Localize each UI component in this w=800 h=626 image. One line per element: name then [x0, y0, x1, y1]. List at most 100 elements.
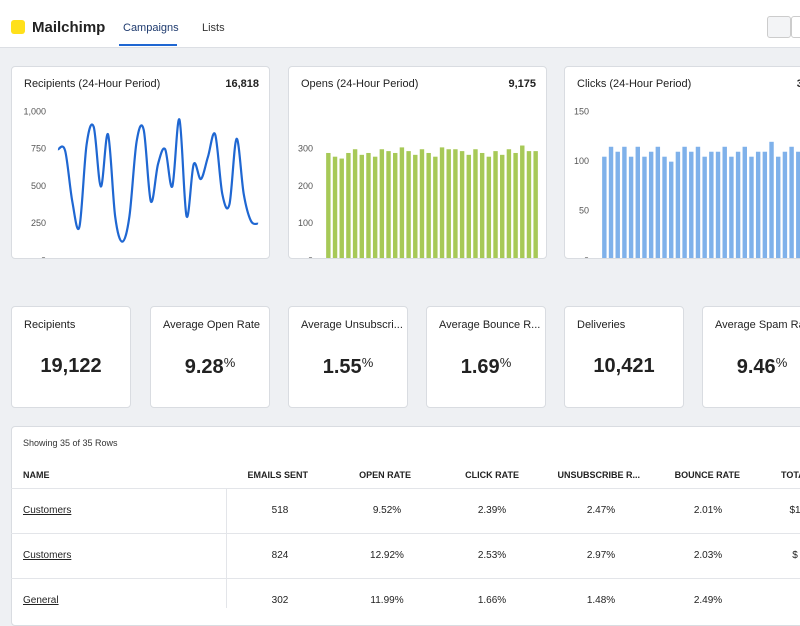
row-divider [11, 488, 800, 489]
bar [419, 149, 425, 258]
chart-card: Opens (24-Hour Period)9,175010020030016 … [288, 66, 547, 259]
bar [366, 152, 371, 258]
y-tick-label: 100 [574, 156, 589, 166]
y-tick-label: 500 [31, 181, 46, 191]
bar [359, 154, 364, 258]
bar [789, 146, 794, 258]
kpi-unit: % [775, 355, 788, 370]
bar [635, 146, 640, 258]
bar [439, 147, 445, 258]
column-header: UNSUBSCRIBE R... [557, 470, 640, 480]
table-card [11, 426, 800, 626]
bar [399, 147, 405, 258]
settings-button[interactable] [767, 16, 791, 38]
kpi-number: 1.69 [460, 356, 500, 378]
bar [702, 156, 707, 258]
column-header: OPEN RATE [359, 470, 411, 480]
kpi-unit: % [499, 355, 512, 370]
chart-total: 3,4 [797, 78, 800, 90]
y-tick-label: 0 [308, 255, 313, 259]
y-tick-label: 0 [584, 255, 589, 259]
bar [755, 151, 761, 258]
kpi-card: Deliveries 10,421 [564, 306, 684, 408]
table-cell: 824 [271, 550, 289, 561]
bar [533, 151, 538, 258]
bar [675, 151, 681, 258]
bar [446, 149, 451, 258]
bar [689, 151, 694, 258]
bar [735, 151, 741, 258]
column-header: CLICK RATE [465, 470, 519, 480]
y-tick-label: 0 [41, 255, 46, 259]
table-cell: 2.47% [586, 505, 616, 516]
bar [379, 149, 385, 258]
chart: Clicks (24-Hour Period)3,405010015016 Ja… [574, 78, 800, 259]
kpi-card: Average Spam Rate 9.46% [702, 306, 800, 408]
y-tick-label: 50 [579, 206, 589, 216]
bar [473, 149, 478, 258]
bar [662, 156, 667, 258]
chart-card: Clicks (24-Hour Period)3,405010015016 Ja… [564, 66, 800, 259]
column-divider [226, 488, 227, 608]
bar [332, 156, 338, 258]
kpi-value: 9.46% [703, 355, 800, 379]
bar [648, 151, 654, 258]
tab-underline [119, 44, 177, 46]
kpi-value: 19,122 [12, 355, 130, 378]
chart: Recipients (24-Hour Period) 16,818 0 250 500… [23, 78, 259, 259]
bar [372, 156, 378, 258]
view-button[interactable] [791, 16, 800, 38]
bar [339, 158, 344, 258]
logo [11, 20, 25, 34]
bar [796, 151, 800, 258]
tab[interactable]: Lists [202, 22, 225, 34]
bar [776, 156, 781, 258]
bar [346, 152, 351, 258]
bar [642, 156, 647, 258]
tab[interactable]: Campaigns [123, 22, 179, 34]
table-cell: 1.66% [477, 595, 507, 606]
row-name-link[interactable]: General [23, 595, 59, 606]
table-cell: 2.97% [586, 550, 616, 561]
bar [413, 154, 418, 258]
bar [715, 151, 721, 258]
top-bar [0, 0, 800, 48]
chart: Opens (24-Hour Period)9,175010020030016 … [298, 78, 538, 259]
bar [520, 145, 525, 258]
bar [352, 149, 358, 258]
bar [406, 151, 411, 258]
chart-title: Clicks (24-Hour Period) [577, 78, 691, 90]
table-cell: $ [792, 550, 798, 561]
bar [486, 156, 492, 258]
chart-total: 9,175 [508, 78, 536, 90]
bar [695, 146, 701, 258]
table-cell: 2.49% [693, 595, 723, 606]
bar [506, 149, 512, 258]
row-name-link[interactable]: Customers [23, 550, 72, 561]
chart-title: Recipients (24-Hour Period) [24, 78, 160, 90]
bar [615, 151, 620, 258]
kpi-value: 1.55% [289, 355, 407, 379]
y-tick-label: 100 [298, 218, 313, 228]
table-cell: 2.03% [693, 550, 723, 561]
bar [622, 146, 627, 258]
kpi-unit: % [223, 355, 236, 370]
bar [729, 156, 734, 258]
chart-card: Recipients (24-Hour Period) 16,818 0 250 500… [11, 66, 270, 259]
bar [722, 146, 727, 258]
line [57, 118, 259, 243]
bar [602, 156, 607, 258]
kpi-label: Average Spam Rate [715, 319, 800, 331]
row-name-link[interactable]: Customers [23, 505, 72, 516]
bar [493, 151, 498, 258]
table-caption: Showing 35 of 35 Rows [23, 438, 118, 448]
brand[interactable]: Mailchimp [32, 19, 106, 36]
kpi-label: Recipients [24, 319, 76, 331]
kpi-value: 1.69% [427, 355, 545, 379]
bar [742, 146, 747, 258]
bar [762, 151, 768, 258]
bar [500, 154, 505, 258]
bar [386, 151, 391, 258]
bar [459, 151, 465, 258]
kpi-value: 9.28% [151, 355, 269, 379]
